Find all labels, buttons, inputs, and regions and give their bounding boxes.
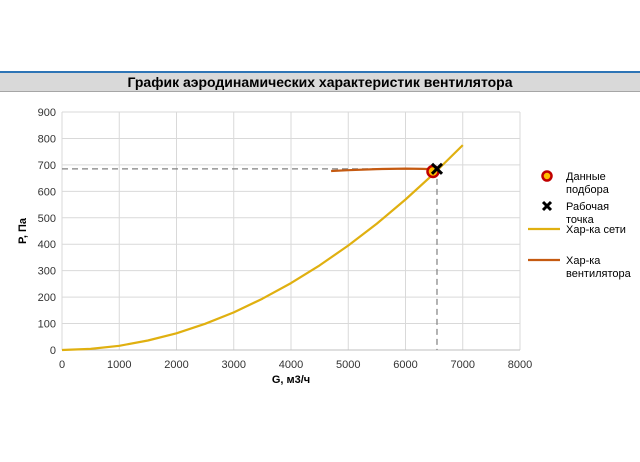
legend-label: подбора	[566, 184, 610, 196]
x-tick-label: 3000	[222, 359, 246, 371]
legend-label: Данные	[566, 171, 606, 183]
y-tick-label: 100	[38, 319, 56, 331]
series-group	[61, 144, 464, 352]
y-tick-label: 600	[38, 186, 56, 198]
series-line	[61, 144, 464, 352]
y-axis-title: P, Па	[17, 217, 29, 244]
legend-label: Хар-ка сети	[566, 224, 626, 236]
x-tick-label: 1000	[107, 359, 131, 371]
legend-label: Хар-ка	[566, 255, 601, 267]
chart-title-bar: График аэродинамических характеристик ве…	[0, 71, 640, 92]
y-tick-label: 300	[38, 266, 56, 278]
legend-symbol-circle	[541, 170, 553, 182]
y-tick-label: 200	[38, 292, 56, 304]
series-line	[331, 167, 438, 173]
chart-title: График аэродинамических характеристик ве…	[127, 74, 513, 90]
marker-group	[426, 162, 444, 179]
y-tick-labels: 0 100 200 300 400 500 600 700 800 900	[38, 107, 56, 357]
legend-label: вентилятора	[566, 268, 632, 280]
x-axis-title: G, м3/ч	[272, 374, 310, 386]
x-tick-label: 6000	[393, 359, 417, 371]
x-tick-label: 8000	[508, 359, 532, 371]
y-tick-label: 900	[38, 107, 56, 119]
y-tick-label: 500	[38, 213, 56, 225]
x-tick-label: 7000	[451, 359, 475, 371]
x-tick-labels: 0 1000 2000 3000 4000 5000 6000 7000 8000	[59, 359, 532, 371]
legend-symbol-x	[541, 200, 553, 212]
x-tick-label: 5000	[336, 359, 360, 371]
grid	[61, 111, 521, 351]
x-tick-label: 2000	[164, 359, 188, 371]
legend-label: точка	[566, 214, 595, 226]
x-tick-label: 4000	[279, 359, 303, 371]
x-tick-label: 0	[59, 359, 65, 371]
y-tick-label: 700	[38, 160, 56, 172]
y-tick-label: 0	[50, 345, 56, 357]
y-tick-label: 400	[38, 239, 56, 251]
legend-label: Рабочая	[566, 201, 609, 213]
data-point-operating	[430, 162, 444, 175]
y-tick-label: 800	[38, 133, 56, 145]
